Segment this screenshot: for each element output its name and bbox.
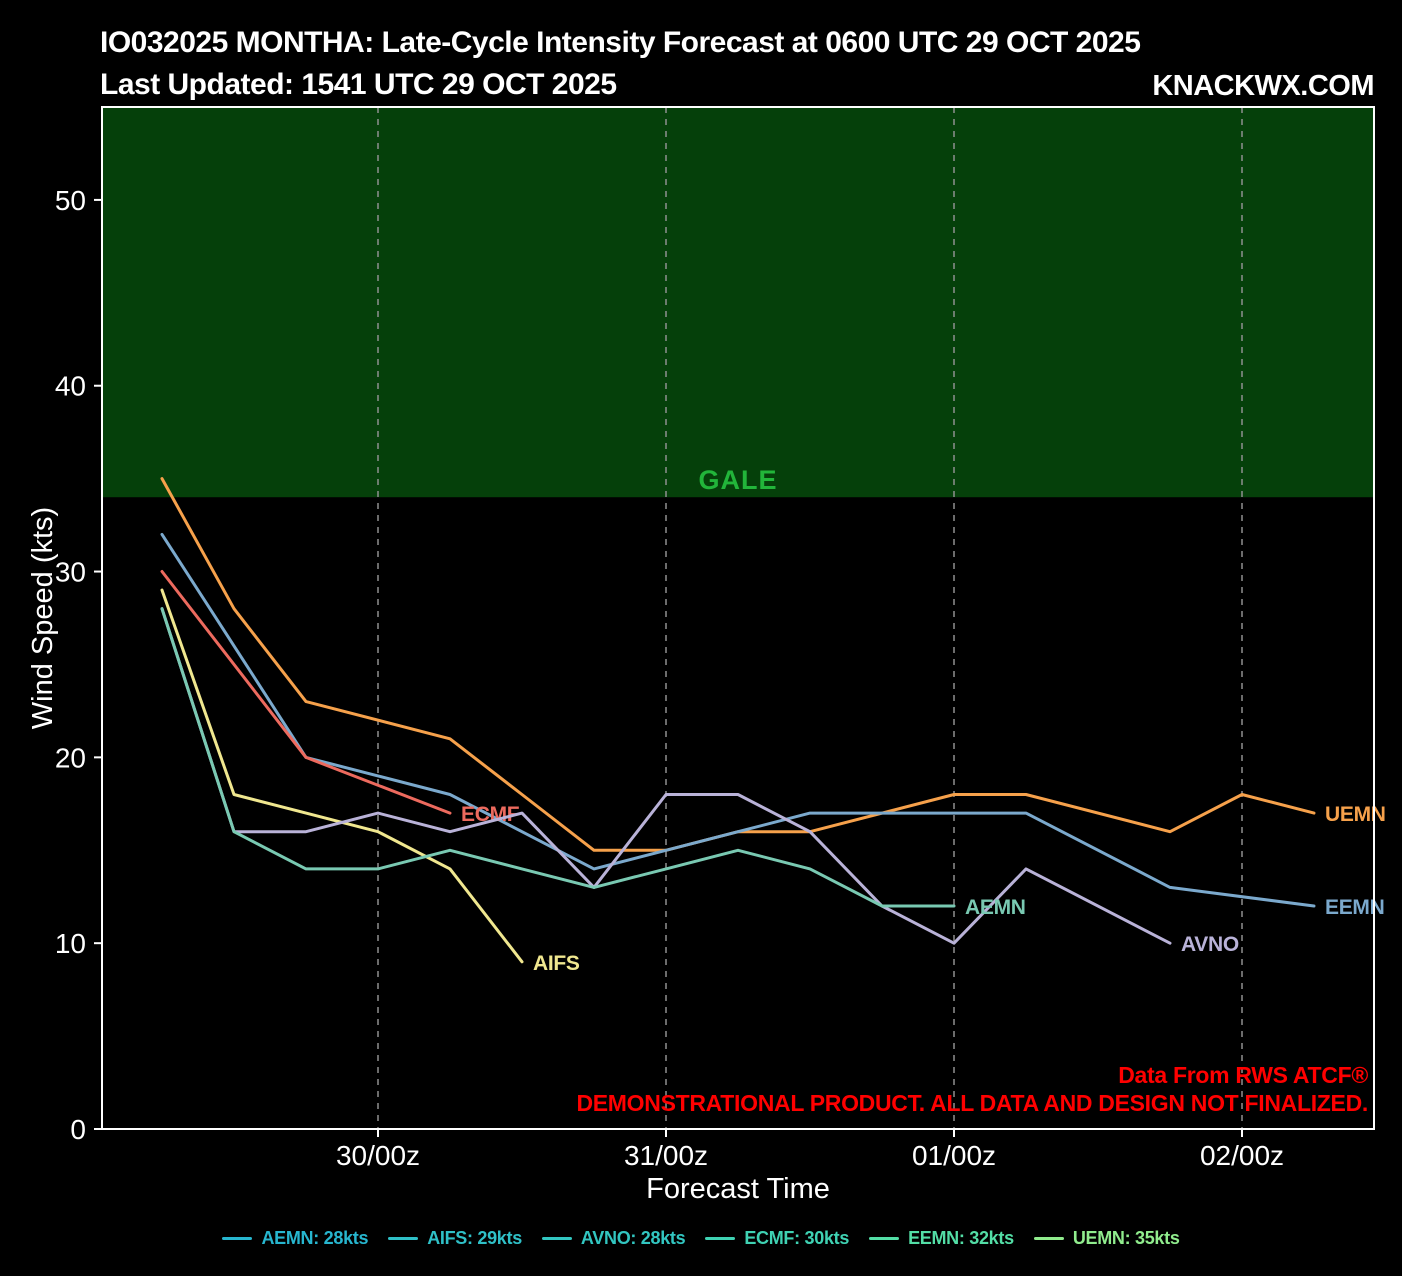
legend-item-uemn: UEMN: 35kts — [1033, 1227, 1180, 1249]
legend-item-ecmf: ECMF: 30kts — [705, 1228, 849, 1249]
y-tick-label-20: 20 — [55, 742, 86, 773]
series-label-ecmf: ECMF — [461, 803, 520, 826]
series-label-aifs: AIFS — [533, 952, 580, 975]
series-layer: UEMN EEMN ECMF AIFS AVNO AEMN — [160, 477, 1386, 975]
legend-swatch-avno — [541, 1236, 572, 1240]
legend: AEMN: 28kts AIFS: 29kts AVNO: 28kts ECMF: 3… — [0, 1220, 1402, 1256]
gridline-layer — [377, 107, 1243, 1129]
legend-swatch-uemn — [1033, 1236, 1064, 1240]
series-label-uemn: UEMN — [1325, 803, 1386, 826]
data-source-note: Data From RWS ATCF® — [1118, 1062, 1368, 1088]
legend-item-aifs: AIFS: 29kts — [388, 1228, 522, 1249]
demo-product-warning: DEMONSTRATIONAL PRODUCT. ALL DATA AND DE… — [576, 1090, 1368, 1116]
legend-item-avno: AVNO: 28kts — [541, 1227, 686, 1249]
legend-label-avno: AVNO: 28kts — [580, 1227, 686, 1248]
legend-label-uemn: UEMN: 35kts — [1072, 1227, 1180, 1248]
x-tick-label-01-00z: 01/00z — [912, 1140, 996, 1171]
axes-layer: 0 10 20 30 40 50 30/00z 31/00z 01/00z 02/00z — [55, 106, 1375, 1171]
y-tick-label-10: 10 — [55, 928, 86, 959]
brand-watermark: KNACKWX.COM — [1152, 70, 1374, 102]
legend-label-ecmf: ECMF: 30kts — [744, 1227, 850, 1248]
x-tick-label-31-00z: 31/00z — [624, 1140, 708, 1171]
legend-label-aifs: AIFS: 29kts — [427, 1227, 522, 1248]
series-line-avno — [160, 607, 1172, 945]
gale-region — [102, 107, 1374, 498]
annotation-layer: Forecast Time Wind Speed (kts) — [27, 507, 830, 1205]
series-label-aemn: AEMN — [965, 896, 1026, 919]
chart-background-layer: GALE — [102, 107, 1374, 498]
x-axis-label: Forecast Time — [646, 1173, 830, 1205]
legend-swatch-ecmf — [705, 1236, 736, 1240]
y-tick-label-50: 50 — [55, 185, 86, 216]
legend-swatch-eemn — [869, 1236, 900, 1240]
y-axis-label: Wind Speed (kts) — [27, 507, 59, 729]
y-tick-label-40: 40 — [55, 371, 86, 402]
series-label-eemn: EEMN — [1325, 896, 1384, 919]
legend-item-eemn: EEMN: 32kts — [869, 1228, 1014, 1249]
legend-swatch-aemn — [222, 1236, 253, 1240]
y-tick-label-30: 30 — [55, 557, 86, 588]
series-line-aemn — [160, 607, 956, 908]
x-tick-label-02-00z: 02/00z — [1200, 1140, 1284, 1171]
legend-label-eemn: EEMN: 32kts — [908, 1227, 1014, 1248]
y-tick-label-0: 0 — [70, 1114, 86, 1145]
legend-swatch-aifs — [388, 1236, 419, 1240]
gale-region-label: GALE — [698, 465, 777, 495]
legend-item-aemn: AEMN: 28kts — [222, 1228, 368, 1249]
legend-label-aemn: AEMN: 28kts — [261, 1227, 369, 1248]
series-line-ecmf — [160, 570, 452, 815]
page-title: IO032025 MONTHA: Late-Cycle Intensity Fo… — [100, 26, 1141, 59]
plot-border — [101, 106, 1375, 1130]
page-subtitle: Last Updated: 1541 UTC 29 OCT 2025 — [100, 68, 617, 101]
x-tick-label-30-00z: 30/00z — [336, 1140, 420, 1171]
series-label-avno: AVNO — [1181, 933, 1239, 956]
